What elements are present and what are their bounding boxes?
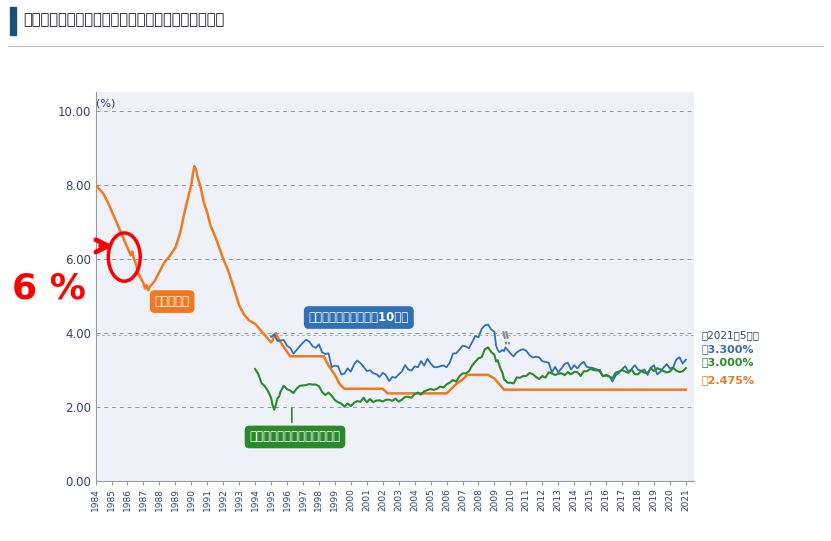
- Text: 年2.475%: 年2.475%: [701, 375, 755, 385]
- Text: 年3.300%: 年3.300%: [701, 344, 754, 354]
- Text: （2021年5月）: （2021年5月）: [701, 330, 760, 340]
- Text: 6 %: 6 %: [12, 272, 86, 306]
- Text: 年3.000%: 年3.000%: [701, 357, 754, 367]
- Text: 民間金融機関の住宅ローン金利推移（変動金利等）: 民間金融機関の住宅ローン金利推移（変動金利等）: [23, 12, 224, 28]
- Text: 固定金利期間選択型（10年）: 固定金利期間選択型（10年）: [308, 311, 409, 324]
- Text: 変動金利型: 変動金利型: [155, 295, 189, 308]
- Text: 固定金利期間選択型（３年）: 固定金利期間選択型（３年）: [249, 431, 341, 444]
- Text: (%): (%): [96, 98, 116, 109]
